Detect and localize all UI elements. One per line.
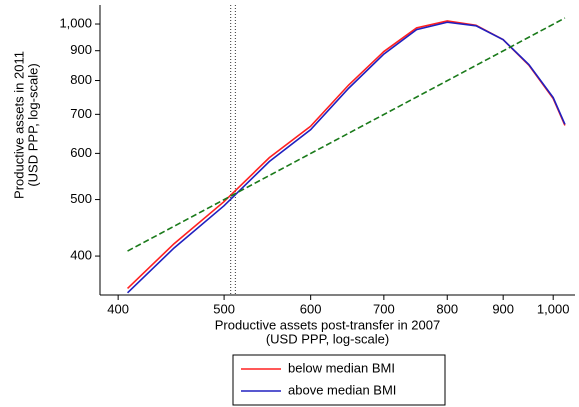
legend-box — [232, 354, 446, 406]
y-axis-title: Productive assets in 2011 — [11, 51, 26, 199]
y-tick-label: 500 — [70, 191, 92, 206]
y-tick-label: 700 — [70, 106, 92, 121]
y-tick-label: 900 — [70, 42, 92, 57]
x-tick-label: 600 — [300, 301, 322, 316]
x-axis-title: (USD PPP, log-scale) — [266, 331, 389, 346]
y-tick-label: 400 — [70, 248, 92, 263]
y-tick-label: 800 — [70, 72, 92, 87]
x-axis-title: Productive assets post-transfer in 2007 — [215, 317, 440, 332]
legend-label: above median BMI — [288, 382, 396, 397]
x-tick-label: 800 — [436, 301, 458, 316]
x-tick-label: 900 — [492, 301, 514, 316]
x-tick-label: 500 — [213, 301, 235, 316]
y-tick-label: 1,000 — [59, 15, 92, 30]
y-tick-label: 600 — [70, 145, 92, 160]
x-tick-label: 1,000 — [537, 301, 570, 316]
y-axis-title: (USD PPP, log-scale) — [25, 63, 40, 186]
legend-label: below median BMI — [288, 360, 395, 375]
series-line — [126, 21, 566, 294]
x-tick-label: 700 — [373, 301, 395, 316]
x-tick-label: 400 — [107, 301, 129, 316]
series-line — [127, 17, 566, 252]
